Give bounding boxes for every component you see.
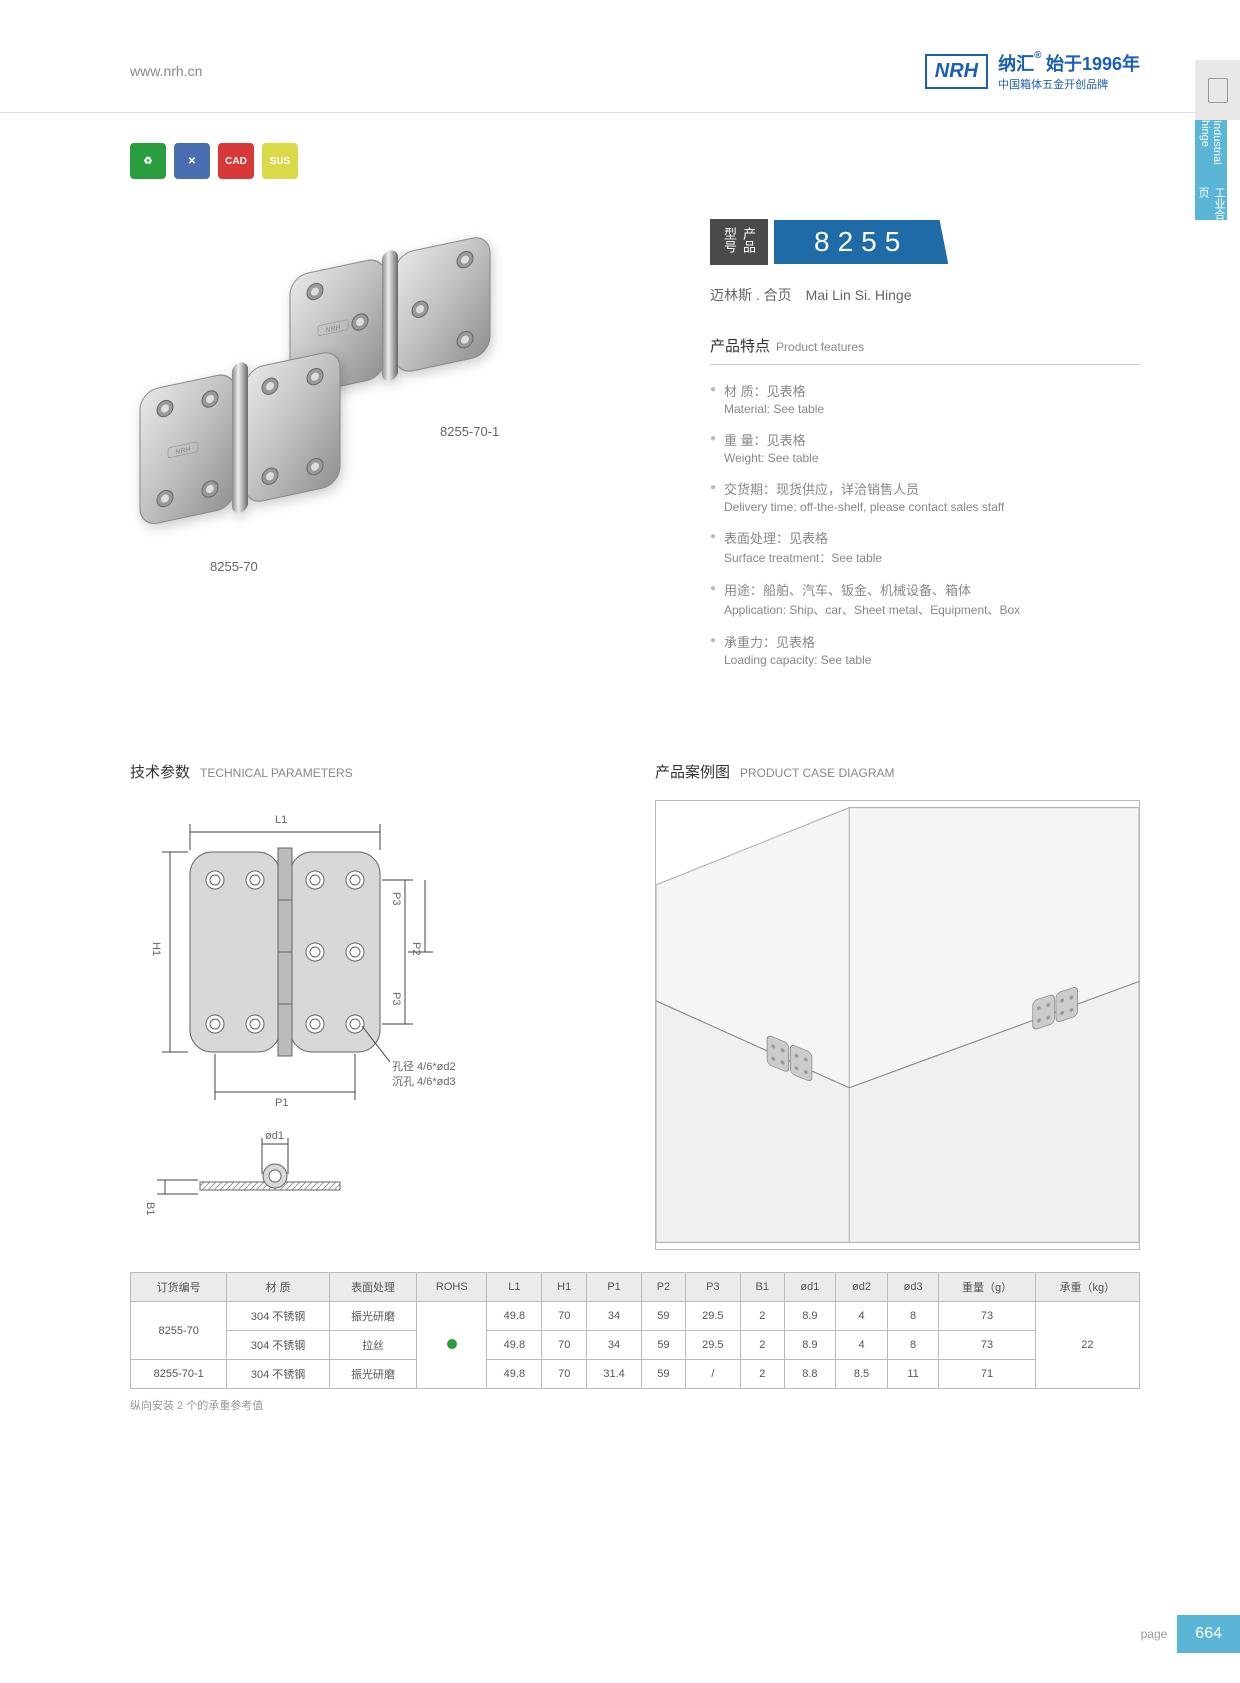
- badge: ♻: [130, 143, 166, 179]
- page-header: www.nrh.cn NRH 纳汇® 始于1996年 中国箱体五金开创品牌: [0, 0, 1240, 113]
- hinge-image-1: NRH: [130, 339, 350, 529]
- table-header: ROHS: [417, 1273, 487, 1302]
- badge: CAD: [218, 143, 254, 179]
- table-header: 材 质: [227, 1273, 329, 1302]
- table-header: B1: [740, 1273, 784, 1302]
- feature-item: 交货期：现货供应，详洽销售人员Delivery time: off-the-sh…: [710, 479, 1140, 514]
- img1-label: 8255-70: [210, 559, 258, 574]
- case-diagram-section: 产品案例图PRODUCT CASE DIAGRAM: [655, 761, 1140, 1252]
- table-header: 订货编号: [131, 1273, 227, 1302]
- table-note: 纵向安装 2 个的承重参考值: [130, 1397, 1240, 1413]
- table-row: 8255-70-1304 不锈钢振光研磨49.87031.459/28.88.5…: [131, 1360, 1140, 1389]
- table-header: P3: [685, 1273, 740, 1302]
- model-label: 产品型号: [710, 219, 768, 265]
- case-box: [655, 800, 1140, 1250]
- img2-label: 8255-70-1: [440, 424, 499, 439]
- table-header: ød2: [836, 1273, 888, 1302]
- table-header: H1: [542, 1273, 587, 1302]
- logo-area: NRH 纳汇® 始于1996年 中国箱体五金开创品牌: [925, 50, 1140, 92]
- table-header: ød3: [887, 1273, 939, 1302]
- feature-list: 材 质：见表格Material: See table 重 量：见表格Weight:…: [710, 381, 1140, 667]
- logo-mark: NRH: [925, 54, 988, 89]
- side-tab: Industrial hinge 工业合页: [1195, 60, 1240, 220]
- badge-row: ♻✕CADSUS: [0, 113, 1240, 179]
- table-header: 重量（g）: [939, 1273, 1035, 1302]
- page-number: 664: [1177, 1615, 1240, 1653]
- table-row: 8255-70304 不锈钢振光研磨49.870345929.528.94873…: [131, 1302, 1140, 1331]
- tech-params-section: 技术参数TECHNICAL PARAMETERS: [130, 761, 615, 1252]
- table-row: 304 不锈钢拉丝49.870345929.528.94873: [131, 1331, 1140, 1360]
- table-header: P1: [586, 1273, 641, 1302]
- site-url: www.nrh.cn: [130, 63, 202, 79]
- hinge-icon: [1208, 78, 1228, 103]
- feature-item: 承重力：见表格Loading capacity: See table: [710, 632, 1140, 667]
- table-header: 表面处理: [329, 1273, 417, 1302]
- product-images: NRH 8255-70-1 NRH: [130, 219, 670, 599]
- feature-item: 表面处理：见表格Surface treatment：See table: [710, 528, 1140, 566]
- tech-diagram: L1 H1 P1 P2 P3 P3 孔径 4/6*ød2 沉孔 4/6*ød3 …: [130, 802, 490, 1252]
- table-header: L1: [487, 1273, 542, 1302]
- feature-item: 材 质：见表格Material: See table: [710, 381, 1140, 416]
- tech-title: 技术参数TECHNICAL PARAMETERS: [130, 761, 615, 782]
- badge: ✕: [174, 143, 210, 179]
- feature-item: 重 量：见表格Weight: See table: [710, 430, 1140, 465]
- table-header: 承重（kg）: [1035, 1273, 1139, 1302]
- params-table: 订货编号材 质表面处理ROHSL1H1P1P2P3B1ød1ød2ød3重量（g…: [130, 1272, 1140, 1389]
- features-title: 产品特点Product features: [710, 335, 1140, 365]
- model-badge: 产品型号 8255: [710, 219, 1140, 265]
- badge: SUS: [262, 143, 298, 179]
- logo-cn: 纳汇: [998, 54, 1034, 74]
- table-header: P2: [642, 1273, 686, 1302]
- table-header: ød1: [784, 1273, 836, 1302]
- page-label: page: [1141, 1627, 1168, 1641]
- case-title: 产品案例图PRODUCT CASE DIAGRAM: [655, 761, 1140, 782]
- feature-item: 用途：船舶、汽车、钣金、机械设备、箱体Application: Ship、car…: [710, 580, 1140, 618]
- logo-tagline: 中国箱体五金开创品牌: [998, 76, 1140, 92]
- page-footer: page 664: [1141, 1615, 1240, 1653]
- model-number: 8255: [774, 220, 948, 264]
- model-name: 迈林斯 . 合页 Mai Lin Si. Hinge: [710, 285, 1140, 305]
- product-info: 产品型号 8255 迈林斯 . 合页 Mai Lin Si. Hinge 产品特…: [710, 219, 1140, 681]
